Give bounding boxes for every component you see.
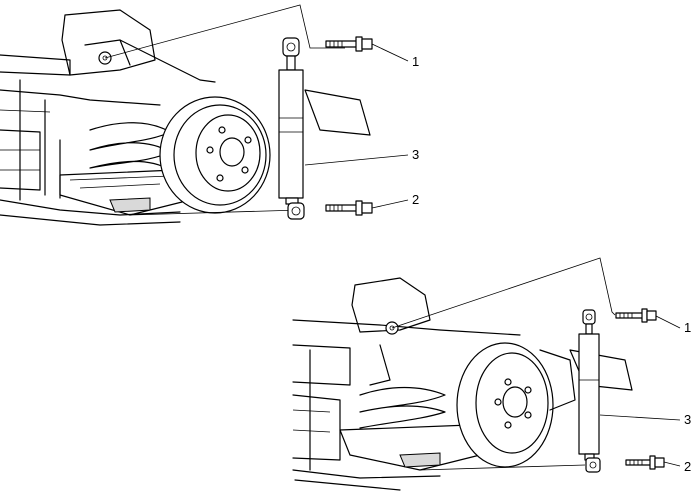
top-bracket-plate [304, 89, 371, 136]
top-upper-mount [61, 9, 216, 83]
bottom-callout-2: 2 [684, 459, 691, 474]
top-callout-3: 3 [412, 147, 419, 162]
top-leader-lines [104, 4, 345, 216]
bottom-lower-bolt [625, 455, 665, 470]
bottom-callout-leaders [599, 315, 681, 467]
top-frame-rails [0, 54, 181, 226]
bottom-shock-absorber [578, 309, 601, 473]
top-brake-drum [159, 96, 271, 214]
top-shock-absorber [278, 37, 305, 220]
bottom-coil-spring [359, 386, 446, 429]
bottom-brake-rotor [456, 342, 576, 468]
top-callout-2: 2 [412, 192, 419, 207]
bottom-upper-mount [351, 277, 431, 386]
top-lower-bolt [325, 200, 373, 216]
top-upper-bolt [325, 36, 373, 52]
top-suspension-view: 1 3 2 [0, 4, 419, 226]
top-callout-leaders [304, 43, 409, 209]
bottom-upper-bolt [615, 308, 657, 323]
bottom-frame-rails [292, 319, 521, 491]
top-coil-spring [89, 122, 171, 171]
bottom-suspension-view: 1 3 2 [292, 257, 691, 491]
bottom-control-arm [339, 424, 481, 471]
bottom-leader-lines [391, 257, 616, 471]
bottom-callout-1: 1 [684, 320, 691, 335]
bottom-callout-3: 3 [684, 412, 691, 427]
top-control-arm [59, 169, 191, 216]
top-callout-1: 1 [412, 54, 419, 69]
